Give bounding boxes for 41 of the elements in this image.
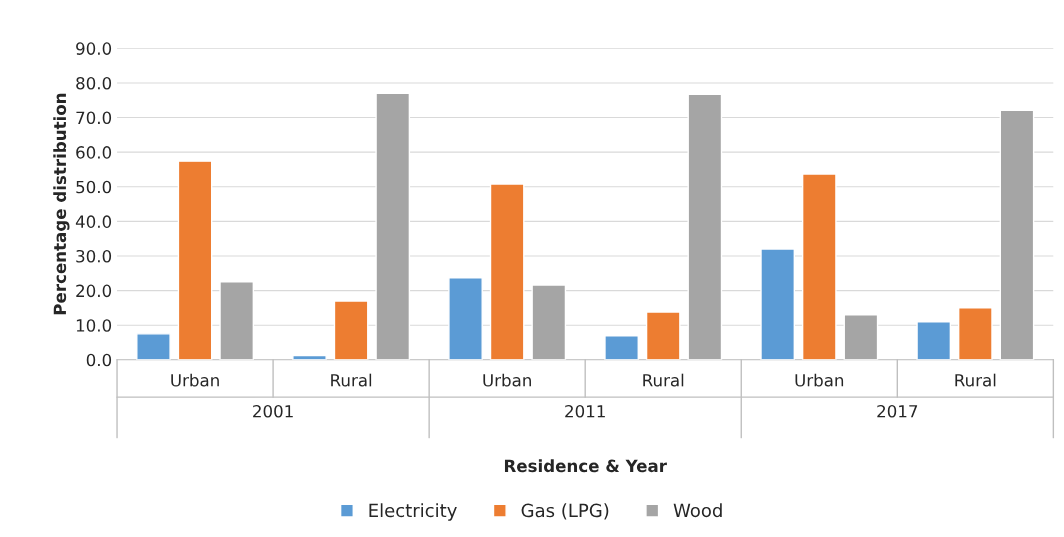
x-tick-label: Rural xyxy=(955,373,996,387)
bar xyxy=(760,248,796,360)
y-tick-label: 50.0 xyxy=(76,180,112,194)
bar xyxy=(531,284,567,360)
x-tick-label: Rural xyxy=(643,373,684,387)
bar xyxy=(375,92,411,360)
x-tick-label: Urban xyxy=(795,373,844,387)
legend-label: Electricity xyxy=(369,503,457,521)
legend-label: Gas (LPG) xyxy=(521,503,609,520)
bar xyxy=(136,333,171,360)
bar xyxy=(604,335,639,360)
bar xyxy=(489,183,525,360)
y-tick-label: 90.0 xyxy=(76,42,112,55)
bar xyxy=(177,160,213,360)
bar xyxy=(916,321,952,360)
text: 2001 xyxy=(253,404,293,418)
y-tick-label: 60.0 xyxy=(76,146,112,159)
bar xyxy=(957,307,993,360)
x-tick-label: Rural xyxy=(331,373,372,387)
y-tick-label: 40.0 xyxy=(75,215,112,228)
y-tick-label: 80.0 xyxy=(76,76,112,90)
x-axis-title: Residence & Year xyxy=(504,459,667,473)
bar xyxy=(448,277,483,360)
y-axis-title: Percentage distribution xyxy=(53,93,70,315)
y-tick-label: 0.0 xyxy=(86,353,112,367)
bar xyxy=(687,93,723,360)
bar xyxy=(219,281,255,360)
bar xyxy=(999,109,1035,360)
x-tick-label: Urban xyxy=(171,373,219,387)
text: 2011 xyxy=(565,404,605,418)
bar xyxy=(645,311,681,360)
legend-label: Wood xyxy=(673,503,722,518)
y-tick-label: 10.0 xyxy=(76,319,112,332)
text: 2017 xyxy=(877,404,918,418)
bar xyxy=(333,300,369,360)
y-tick-label: 30.0 xyxy=(76,249,112,263)
y-tick-label: 70.0 xyxy=(76,111,112,125)
x-tick-label: Urban xyxy=(483,373,531,387)
bar xyxy=(801,173,837,360)
y-tick-label: 20.0 xyxy=(76,284,112,298)
bar xyxy=(843,314,879,360)
